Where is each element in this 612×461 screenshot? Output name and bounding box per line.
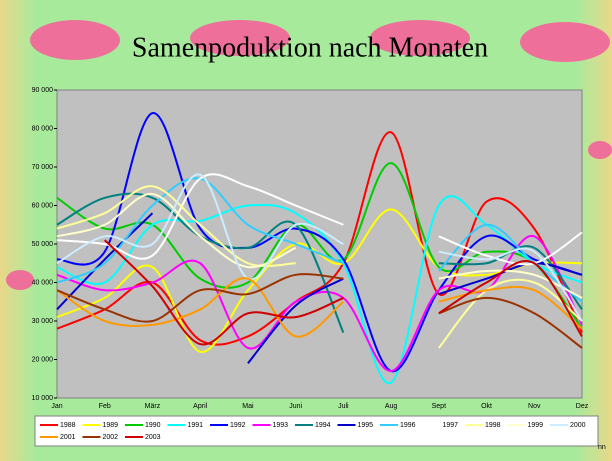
legend-label: 2002 <box>103 434 119 441</box>
legend-label: 1999 <box>528 422 544 429</box>
legend-label: 1994 <box>315 422 331 429</box>
legend-label: 2003 <box>145 434 161 441</box>
legend-label: 1996 <box>400 422 416 429</box>
y-tick-label: 70 000 <box>32 164 54 171</box>
series-line <box>438 285 583 330</box>
series-line <box>438 278 583 349</box>
legend-label: 1989 <box>103 422 119 429</box>
legend-label: 1995 <box>358 422 374 429</box>
series-line <box>247 277 344 364</box>
legend-label: 1992 <box>230 422 246 429</box>
series-line <box>438 231 583 266</box>
series-line <box>56 192 297 269</box>
series-line <box>56 173 344 281</box>
legend-label: 1988 <box>60 422 76 429</box>
series-line <box>56 192 345 333</box>
x-tick-label: Juni <box>289 403 302 410</box>
series-line <box>438 247 583 322</box>
legend-label: 2001 <box>60 434 76 441</box>
chart-title: Samenpoduktion nach Monaten <box>132 32 488 63</box>
x-tick-label: Jan <box>51 403 62 410</box>
series-line <box>438 260 583 337</box>
series-line <box>438 296 583 349</box>
x-tick-label: Aug <box>385 403 398 410</box>
x-tick-label: Juli <box>338 403 349 410</box>
y-tick-label: 80 000 <box>32 125 54 132</box>
legend-label: 1991 <box>188 422 204 429</box>
series-line <box>56 277 345 338</box>
legend-label: 1997 <box>443 422 459 429</box>
y-tick-label: 60 000 <box>32 202 54 209</box>
y-tick-label: 30 000 <box>32 318 54 325</box>
x-tick-label: April <box>193 403 207 410</box>
x-tick-label: Feb <box>99 403 111 410</box>
legend-label: 1993 <box>273 422 289 429</box>
y-tick-label: 10 000 <box>32 395 54 402</box>
legend-label: 1990 <box>145 422 161 429</box>
y-tick-label: 50 000 <box>32 241 54 248</box>
series-line <box>56 235 583 373</box>
series-line <box>56 173 344 260</box>
x-tick-label: Okt <box>481 403 492 410</box>
legend-label: 2000 <box>570 422 586 429</box>
y-tick-label: 40 000 <box>32 279 54 286</box>
y-tick-label: 20 000 <box>32 356 54 363</box>
series-line <box>56 131 583 346</box>
x-tick-label: Sept <box>432 403 446 410</box>
legend-label: 1998 <box>485 422 501 429</box>
series-line <box>104 239 344 346</box>
x-tick-label: März <box>145 403 161 410</box>
y-tick-label: 90 000 <box>32 87 54 94</box>
x-tick-label: Mai <box>242 403 254 410</box>
x-tick-label: Dez <box>576 403 589 410</box>
series-line <box>56 112 583 373</box>
legend <box>34 415 599 447</box>
annotation: nn <box>598 444 606 451</box>
decoration <box>6 20 612 290</box>
series-line <box>56 208 583 353</box>
series-line <box>56 273 344 323</box>
series-line <box>438 262 583 296</box>
x-tick-label: Nov <box>528 403 541 410</box>
